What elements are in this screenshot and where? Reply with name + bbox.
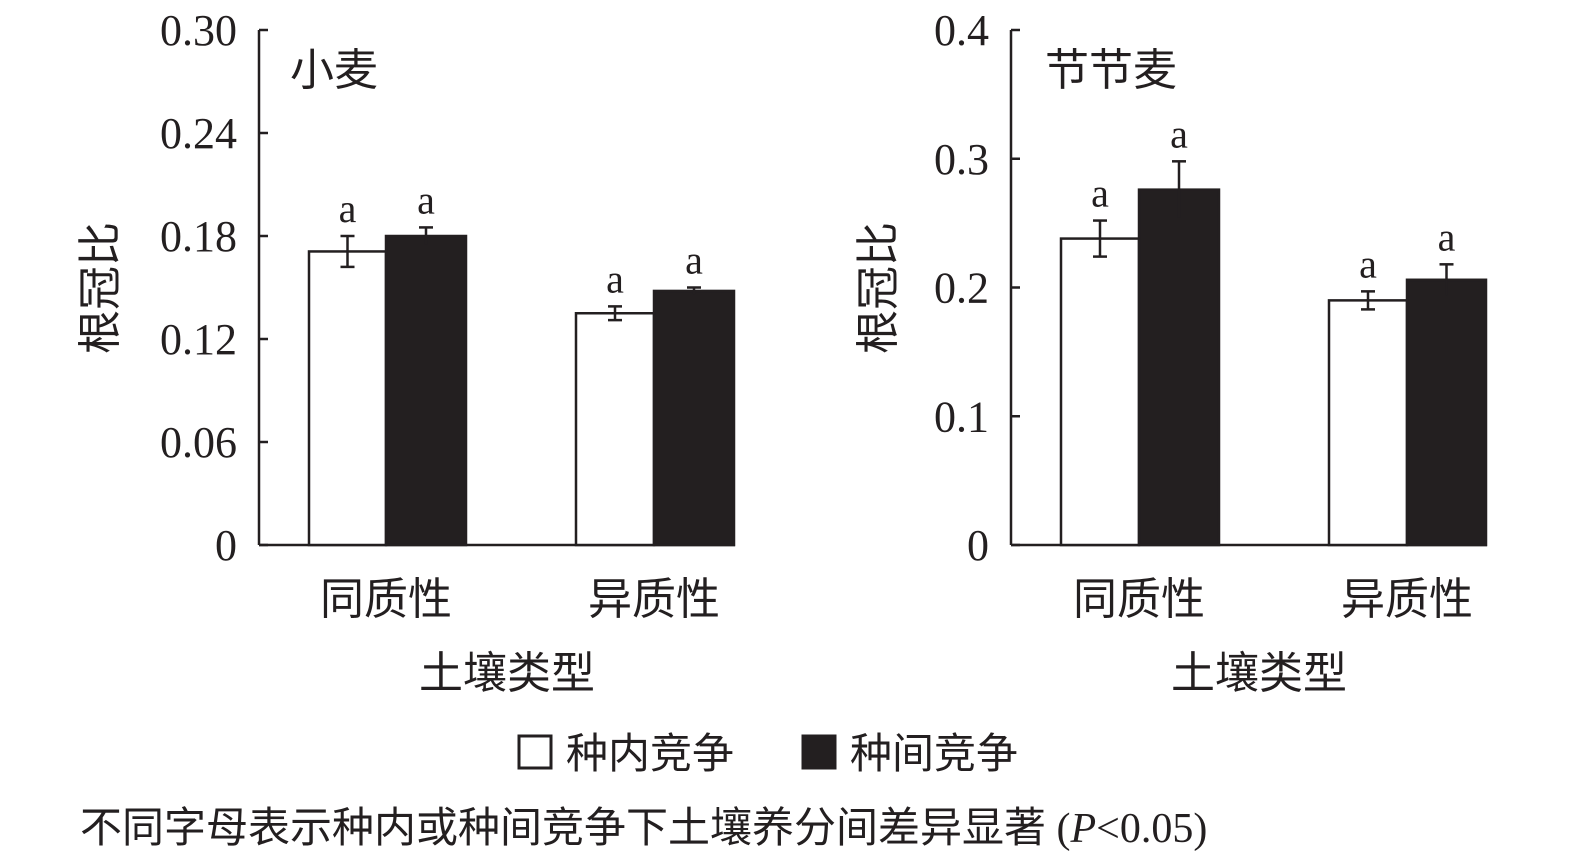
x-tick-label: 异质性 [1341,575,1473,624]
y-axis-label: 根冠比 [76,222,125,354]
bar-intraspecific [1327,299,1409,547]
legend-label-intraspecific: 种内竞争 [566,732,734,778]
bar-interspecific [384,234,468,547]
legend-swatch-interspecific [801,734,837,770]
y-tick-label: 0 [215,521,237,570]
y-tick-label: 0.1 [934,392,989,441]
y-tick-label: 0.30 [160,6,237,55]
y-tick-label: 0.24 [160,109,237,158]
significance-label: a [1359,241,1377,286]
x-axis-label: 土壤类型 [419,649,595,698]
y-tick-label: 0.12 [160,315,237,364]
x-axis-label: 土壤类型 [1171,649,1347,698]
y-axis-label: 根冠比 [854,222,903,354]
x-tick-label: 同质性 [320,575,452,624]
y-tick-label: 0.06 [160,418,237,467]
bar-interspecific [1405,278,1488,547]
y-tick-label: 0.4 [934,6,989,55]
bar-intraspecific [307,250,388,547]
significance-label: a [1438,214,1456,259]
legend: 种内竞争 种间竞争 [517,732,1018,778]
y-tick-label: 0.3 [934,135,989,184]
footnote: 不同字母表示种内或种间竞争下土壤养分间差异显著 (P<0.05) [80,805,1207,852]
significance-label: a [606,256,624,301]
x-tick-label: 异质性 [588,575,720,624]
bar-intraspecific [574,312,656,547]
y-tick-label: 0.2 [934,264,989,313]
panel-title: 节节麦 [1045,46,1177,95]
significance-label: a [417,177,435,222]
bar-intraspecific [1059,237,1141,547]
bar-interspecific [1137,188,1221,547]
significance-label: a [685,238,703,283]
significance-label: a [1170,111,1188,156]
bar-interspecific [652,289,736,547]
legend-swatch-intraspecific [517,734,553,770]
x-tick-label: 同质性 [1073,575,1205,624]
legend-label-interspecific: 种间竞争 [850,732,1018,778]
panel-title: 小麦 [290,46,378,95]
significance-label: a [1091,171,1109,216]
y-tick-label: 0 [967,521,989,570]
y-tick-label: 0.18 [160,212,237,261]
significance-label: a [339,186,357,231]
